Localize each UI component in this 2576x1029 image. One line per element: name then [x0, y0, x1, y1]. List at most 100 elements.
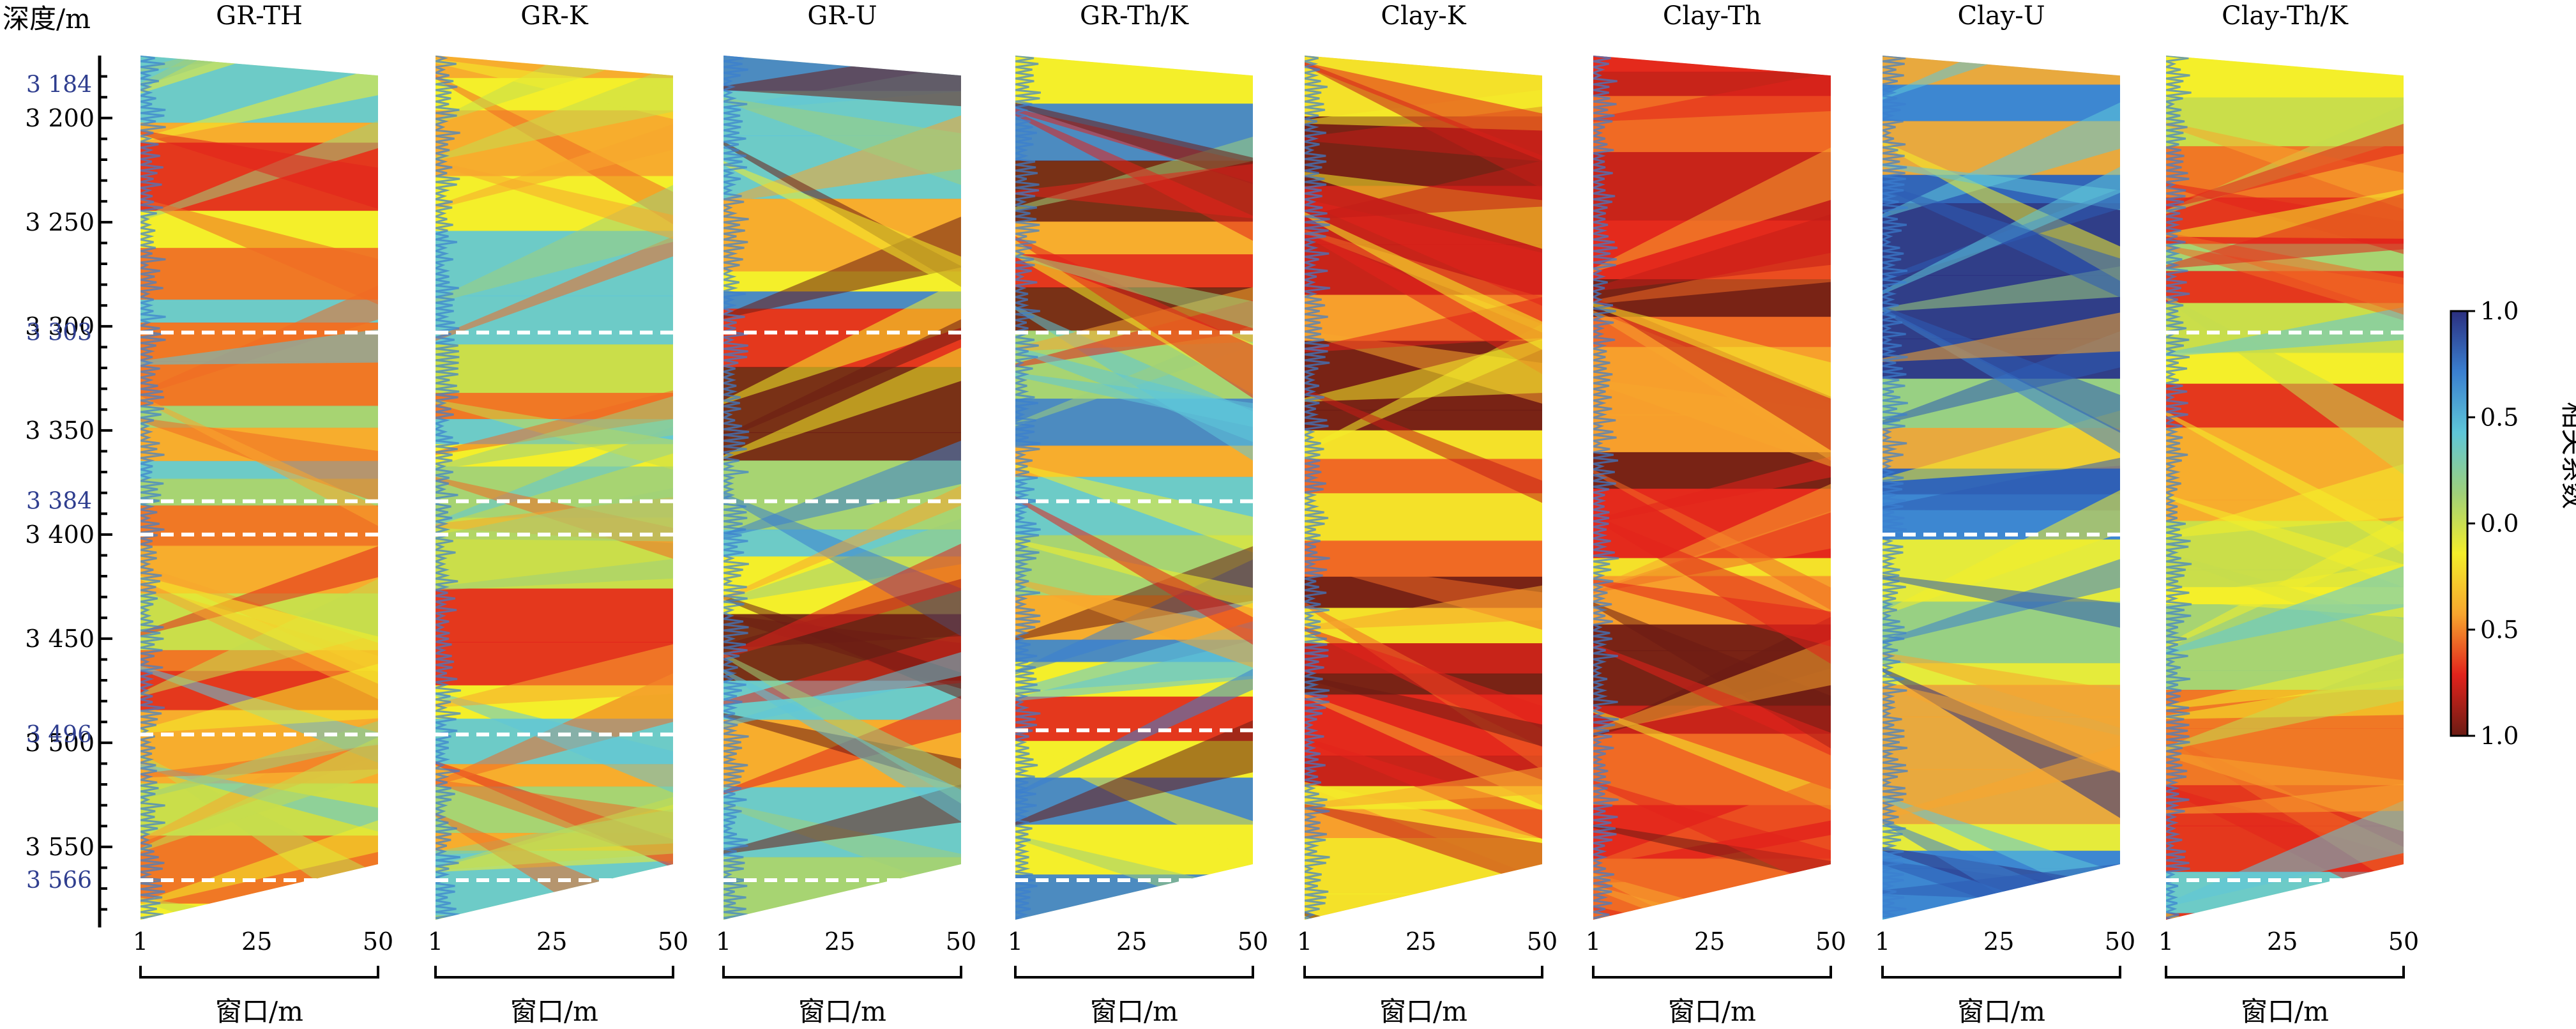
marked-depth-label: 3 384 [26, 489, 92, 515]
depth-axis-label: 深度/m [3, 3, 91, 34]
heatmap-wedge [1593, 456, 1831, 524]
heatmap-wedge [1015, 253, 1253, 328]
heatmap-wedge [2166, 800, 2404, 907]
heatmap-wedge [1305, 231, 1542, 374]
heatmap-wedge [1593, 147, 1831, 273]
heatmap-wedge [140, 396, 378, 526]
heatmap-wedge [1593, 639, 1831, 733]
window-axis-label: 窗口/m [1957, 996, 2045, 1027]
heatmap-wedge [1883, 184, 2120, 298]
window-tick-label: 50 [2105, 927, 2135, 956]
heatmap-wedge [140, 720, 378, 800]
heatmap-band [1015, 445, 1253, 478]
heatmap-band [436, 588, 673, 643]
heatmap-edge [436, 56, 461, 920]
heatmap-wedge [2166, 245, 2404, 321]
panel-1: GR-TH 1 25 50 窗口/m [133, 1, 393, 1027]
heatmap-wedge [2166, 296, 2404, 475]
window-tick-label: 1 [1875, 927, 1890, 956]
heatmap-wedge [2166, 752, 2404, 832]
heatmap-wedge [1305, 199, 1542, 306]
heatmap-wedge [140, 329, 378, 365]
heatmap-band [1015, 56, 1253, 105]
window-axis-bracket [722, 966, 962, 979]
heatmap-body [1593, 56, 1831, 920]
heatmap-wedge [1015, 496, 1253, 645]
heatmap-wedge [1883, 102, 2120, 218]
heatmap-wedge [1015, 164, 1253, 218]
window-axis-bracket [2165, 966, 2405, 979]
heatmap-band [436, 295, 673, 346]
heatmap-edge [1593, 56, 1619, 920]
heatmap-wedge [1305, 675, 1542, 747]
window-tick-label: 1 [428, 927, 443, 956]
heatmap-edge [1015, 56, 1042, 920]
window-tick-label: 50 [1238, 927, 1268, 956]
heatmap-body [1305, 56, 1542, 920]
heatmap-wedge [1593, 379, 1831, 467]
heatmap-wedge [2166, 657, 2404, 751]
panel-title: GR-K [520, 1, 589, 31]
heatmap-wedge [1305, 804, 1542, 888]
window-tick-label: 1 [1586, 927, 1601, 956]
heatmap-wedge [436, 390, 673, 455]
heatmap-wedge [1883, 266, 2120, 312]
heatmap-wedge [436, 161, 673, 240]
heatmap-wedge [140, 664, 378, 733]
heatmap-band [2166, 56, 2404, 98]
depth-tick-label: 3 300 [25, 312, 95, 340]
heatmap-body [724, 56, 961, 920]
heatmap-edge [2166, 56, 2192, 920]
heatmap-wedge [2166, 566, 2404, 655]
heatmap-band [1305, 409, 1542, 431]
depth-tick-label: 3 550 [25, 833, 95, 861]
heatmap-body [1883, 56, 2120, 920]
heatmap-wedge [1305, 62, 1542, 161]
heatmap-wedge [1015, 546, 1253, 641]
panel-3: GR-U 1 25 50 窗口/m [716, 1, 976, 1027]
heatmap-wedge [1015, 300, 1253, 368]
window-tick-label: 1 [716, 927, 731, 956]
heatmap-band [1593, 56, 1831, 73]
colorbar-scale [2450, 310, 2469, 737]
heatmap-wedge [436, 559, 673, 591]
window-axis-label: 窗口/m [2241, 996, 2329, 1027]
heatmap-wedge [724, 669, 961, 822]
heatmap-wedge [1883, 308, 2120, 454]
heatmap-wedge [436, 692, 673, 793]
heatmap-wedge [436, 488, 673, 542]
colorbar: 相关系数 1.0 0.5 0.0 0.5 1.0 [2450, 297, 2576, 750]
heatmap-wedge [1305, 585, 1542, 630]
heatmap-wedge [1305, 693, 1542, 805]
heatmap-wedge [140, 575, 378, 684]
window-tick-label: 25 [824, 927, 855, 956]
heatmap-wedge [140, 285, 378, 396]
heatmap-wedge [1593, 302, 1831, 399]
heatmap-wedge [1015, 579, 1253, 668]
window-tick-label: 1 [1008, 927, 1023, 956]
panel-5: Clay-K 1 25 50 窗口/m [1297, 1, 1557, 1027]
heatmap-wedge [2166, 193, 2404, 269]
heatmap-wedge [2166, 784, 2404, 814]
heatmap-wedge [436, 236, 673, 341]
window-axis-bracket [139, 966, 379, 979]
panel-title: GR-TH [216, 1, 303, 31]
depth-tick-label: 3 450 [25, 625, 95, 653]
heatmap-band [1305, 493, 1542, 542]
marked-depth-label: 3 303 [26, 320, 92, 346]
window-tick-label: 25 [536, 927, 567, 956]
window-tick-label: 50 [363, 927, 393, 956]
heatmap-wedge [724, 347, 961, 459]
heatmap-wedge [2166, 123, 2404, 210]
panel-title: Clay-U [1957, 1, 2045, 31]
window-tick-label: 50 [1815, 927, 1846, 956]
colorbar-tick-label: 1.0 [2480, 722, 2519, 750]
heatmap-wedge [1015, 669, 1253, 797]
heatmap-wedge [140, 130, 378, 210]
heatmap-wedge [1015, 252, 1253, 395]
heatmap-wedge [1593, 484, 1831, 592]
heatmap-wedge [724, 485, 961, 602]
heatmap-wedge [724, 544, 961, 659]
heatmap-wedge [436, 396, 673, 470]
